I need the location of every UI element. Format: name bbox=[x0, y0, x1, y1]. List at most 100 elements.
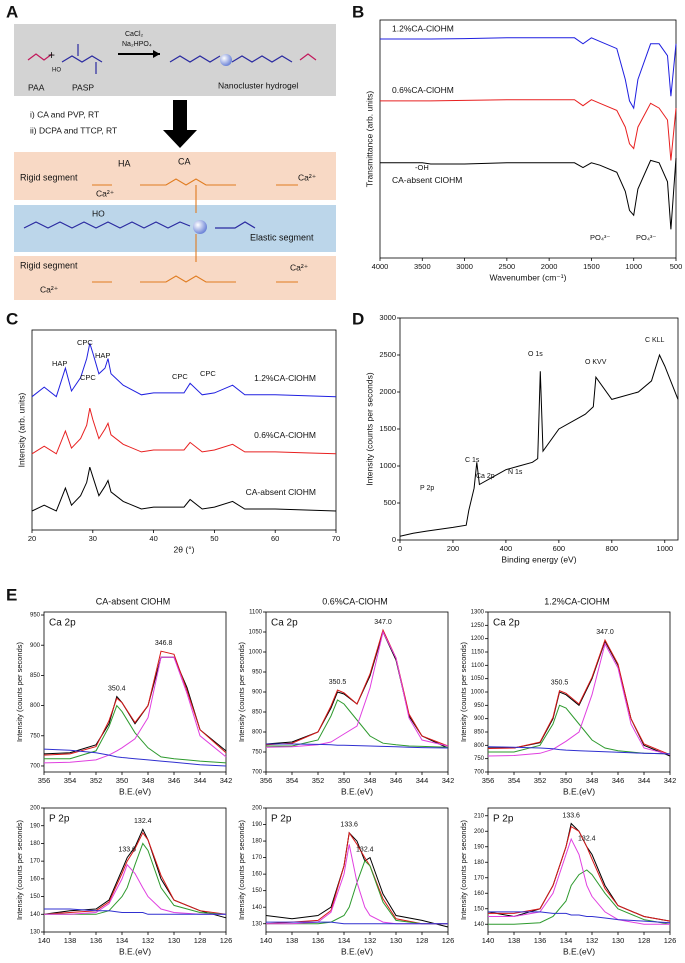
y-tick-label: 1500 bbox=[379, 424, 396, 433]
annotation: PO₄³⁻ bbox=[590, 233, 610, 242]
paa-structure bbox=[27, 53, 53, 61]
y-axis-label: Intensity (arb. units) bbox=[16, 393, 26, 468]
y-tick-label: 180 bbox=[252, 839, 263, 845]
x-tick-label: 350 bbox=[116, 776, 129, 785]
x-tick-label: 200 bbox=[447, 544, 460, 553]
data-line bbox=[265, 831, 449, 928]
peak-label: 133.6 bbox=[118, 846, 136, 853]
nanocluster bbox=[193, 220, 207, 234]
x-tick-label: 140 bbox=[38, 936, 51, 945]
plot-frame bbox=[43, 611, 227, 773]
y-tick-label: 750 bbox=[474, 756, 485, 762]
reaction-box bbox=[14, 24, 336, 96]
rigid-box bbox=[14, 256, 336, 300]
x-axis-label: B.E.(eV) bbox=[119, 946, 151, 956]
peak-label: 347.0 bbox=[596, 629, 614, 636]
y-tick-label: 210 bbox=[474, 813, 485, 819]
column-title: 1.2%CA-ClOHM bbox=[544, 596, 610, 606]
y-tick-label: 1150 bbox=[471, 650, 485, 656]
x-tick-label: 354 bbox=[64, 776, 77, 785]
peak-label: 350.4 bbox=[108, 685, 126, 692]
step: ii) DCPA and TTCP, RT bbox=[30, 125, 117, 135]
data-line bbox=[399, 353, 679, 537]
x-tick-label: 800 bbox=[606, 544, 619, 553]
y-tick-label: 1050 bbox=[471, 676, 485, 682]
series-label: 1.2%CA-ClOHM bbox=[392, 23, 454, 33]
plot-frame bbox=[379, 19, 677, 259]
x-tick-label: 346 bbox=[390, 776, 403, 785]
data-line bbox=[487, 746, 671, 755]
data-line bbox=[44, 704, 227, 764]
y-axis-label: Intensity (counts per seconds) bbox=[459, 819, 468, 920]
panel-label: D bbox=[352, 309, 364, 328]
y-axis-label: Intensity (counts per seconds) bbox=[459, 641, 468, 742]
y-tick-label: 200 bbox=[474, 829, 485, 835]
x-tick-label: 2000 bbox=[541, 262, 558, 271]
segment-label: Elastic segment bbox=[250, 232, 314, 242]
annotation: N 1s bbox=[508, 469, 523, 476]
x-tick-label: 130 bbox=[390, 936, 403, 945]
y-tick-label: 850 bbox=[30, 673, 41, 679]
x-tick-label: 344 bbox=[194, 776, 207, 785]
y-tick-label: 1300 bbox=[471, 610, 485, 616]
x-tick-label: 126 bbox=[664, 936, 677, 945]
x-tick-label: 0 bbox=[398, 544, 402, 553]
spectrum-label: Ca 2p bbox=[493, 618, 520, 629]
x-tick-label: 500 bbox=[670, 262, 683, 271]
step: i) CA and PVP, RT bbox=[30, 109, 99, 119]
x-tick-label: 352 bbox=[90, 776, 103, 785]
y-tick-label: 130 bbox=[252, 921, 263, 927]
y-tick-label: 160 bbox=[30, 876, 41, 882]
y-axis-label: Intensity (counts per seconds) bbox=[15, 641, 24, 742]
x-tick-label: 132 bbox=[364, 936, 377, 945]
x-tick-label: 136 bbox=[534, 936, 547, 945]
x-axis-label: B.E.(eV) bbox=[119, 786, 151, 796]
x-axis-label: B.E.(eV) bbox=[341, 786, 373, 796]
y-tick-label: 950 bbox=[30, 613, 41, 619]
y-tick-label: 160 bbox=[252, 872, 263, 878]
x-tick-label: 138 bbox=[64, 936, 77, 945]
data-line bbox=[265, 628, 449, 747]
rigid-box bbox=[14, 152, 336, 200]
y-tick-label: 900 bbox=[474, 716, 485, 722]
product: Nanocluster hydrogel bbox=[218, 80, 298, 90]
y-tick-label: 170 bbox=[30, 859, 41, 865]
data-line bbox=[380, 37, 677, 110]
data-line bbox=[44, 842, 227, 915]
x-tick-label: 354 bbox=[508, 776, 521, 785]
annotation: HAP bbox=[52, 359, 67, 368]
plot-frame bbox=[31, 329, 337, 531]
x-tick-label: 348 bbox=[142, 776, 155, 785]
data-line bbox=[43, 650, 227, 756]
scheme: HO + PAA PASP CaCl₂ Na₂HPO₄ Nanocluster … bbox=[14, 24, 336, 300]
condition: CaCl₂ bbox=[125, 31, 144, 38]
x-tick-label: 138 bbox=[286, 936, 299, 945]
data-line bbox=[44, 908, 226, 915]
annotation: CPC bbox=[200, 369, 216, 378]
x-tick-label: 128 bbox=[194, 936, 207, 945]
ca-label: CA bbox=[178, 156, 191, 166]
series-label: 0.6%CA-ClOHM bbox=[254, 430, 316, 440]
x-axis-label: B.E.(eV) bbox=[341, 946, 373, 956]
x-tick-label: 346 bbox=[612, 776, 625, 785]
x-tick-label: 3000 bbox=[456, 262, 473, 271]
hydrogel-structure bbox=[169, 55, 293, 63]
segment-label: Rigid segment bbox=[20, 260, 78, 270]
x-tick-label: 350 bbox=[560, 776, 573, 785]
y-tick-label: 170 bbox=[474, 875, 485, 881]
chain bbox=[23, 221, 256, 229]
data-line bbox=[488, 825, 671, 922]
x-tick-label: 3500 bbox=[414, 262, 431, 271]
y-tick-label: 150 bbox=[252, 888, 263, 894]
condition: Na₂HPO₄ bbox=[122, 41, 152, 48]
x-tick-label: 138 bbox=[508, 936, 521, 945]
series-label: 1.2%CA-ClOHM bbox=[254, 373, 316, 383]
x-tick-label: 128 bbox=[416, 936, 429, 945]
annotation: CPC bbox=[80, 373, 96, 382]
x-tick-label: 126 bbox=[442, 936, 455, 945]
data-line bbox=[488, 640, 671, 757]
column-title: CA-absent ClOHM bbox=[96, 596, 171, 606]
x-tick-label: 352 bbox=[534, 776, 547, 785]
rigid-structure bbox=[92, 234, 298, 283]
